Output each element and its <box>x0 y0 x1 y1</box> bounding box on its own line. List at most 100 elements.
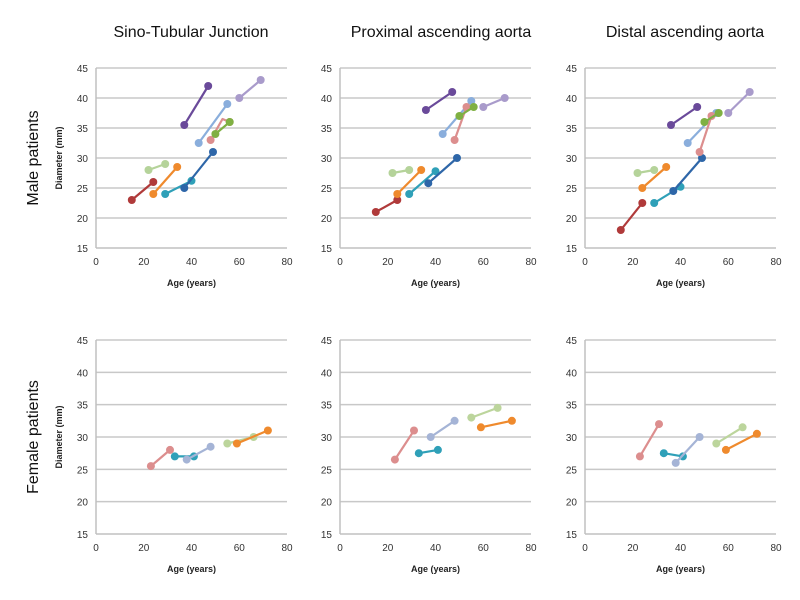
series-M8 <box>695 112 716 156</box>
data-point <box>695 148 704 156</box>
data-point <box>211 130 220 138</box>
x-axis-label: Age (years) <box>167 278 216 288</box>
data-point <box>507 416 516 425</box>
y-tick-label: 25 <box>77 465 89 476</box>
data-point <box>635 452 644 461</box>
y-tick-label: 40 <box>321 368 333 379</box>
series-M10 <box>724 88 754 117</box>
data-point <box>194 139 203 147</box>
data-point <box>405 190 414 198</box>
y-tick-label: 35 <box>77 124 89 135</box>
data-point <box>662 163 671 171</box>
series-line <box>186 445 212 461</box>
series-M9 <box>211 118 234 138</box>
series-F1 <box>635 420 663 461</box>
data-point <box>149 190 158 198</box>
data-point <box>721 445 730 454</box>
y-tick-label: 40 <box>77 94 89 105</box>
y-tick-label: 15 <box>77 530 89 541</box>
series-M9 <box>455 103 478 120</box>
x-tick-label: 40 <box>675 257 687 268</box>
x-tick-label: 0 <box>582 257 588 268</box>
x-tick-label: 80 <box>770 257 782 268</box>
x-tick-label: 60 <box>723 543 735 554</box>
x-tick-label: 20 <box>627 543 639 554</box>
data-point <box>438 130 447 138</box>
series-line <box>236 429 269 445</box>
x-tick-label: 40 <box>675 543 687 554</box>
data-point <box>467 97 476 105</box>
data-point <box>414 449 423 458</box>
y-tick-label: 40 <box>77 368 89 379</box>
data-point <box>700 118 709 126</box>
data-point <box>683 139 692 147</box>
x-axis-label: Age (years) <box>656 278 705 288</box>
data-point <box>431 167 440 176</box>
series-M2 <box>144 160 170 174</box>
data-point <box>223 439 232 448</box>
series-F3 <box>182 442 215 464</box>
series-F4 <box>467 403 502 422</box>
data-point <box>667 121 675 129</box>
y-tick-label: 25 <box>77 184 89 195</box>
series-line <box>672 157 703 192</box>
data-point <box>393 196 402 204</box>
y-tick-label: 15 <box>566 530 578 541</box>
y-tick-label: 45 <box>321 64 333 75</box>
series-line <box>674 436 701 464</box>
x-axis-label: Age (years) <box>411 278 460 288</box>
data-point <box>206 136 215 144</box>
y-axis-label: Diameter (mm) <box>54 126 64 189</box>
panel-male-1: 15 20 25 30 35 40 45 0 20 40 60 80 Age (years) Diamet… <box>54 64 293 288</box>
data-point <box>650 199 659 207</box>
y-tick-label: 30 <box>77 433 89 444</box>
x-tick-label: 60 <box>478 543 490 554</box>
data-point <box>223 100 232 108</box>
series-line <box>638 423 660 457</box>
x-tick-label: 20 <box>138 543 150 554</box>
data-point <box>421 106 430 114</box>
series-M3 <box>638 163 671 192</box>
data-point <box>390 455 399 464</box>
data-point <box>146 462 155 471</box>
y-tick-label: 20 <box>566 498 578 509</box>
data-point <box>161 160 170 168</box>
x-tick-label: 0 <box>93 257 99 268</box>
y-tick-label: 30 <box>566 433 578 444</box>
y-tick-label: 30 <box>321 433 333 444</box>
series-line <box>480 419 513 429</box>
data-point <box>650 166 659 174</box>
y-tick-label: 45 <box>566 64 578 75</box>
series-line <box>641 166 667 189</box>
data-point <box>467 413 476 422</box>
x-axis-label: Age (years) <box>167 564 216 574</box>
data-point <box>256 76 265 84</box>
data-point <box>182 455 191 464</box>
data-point <box>209 148 217 156</box>
y-tick-label: 15 <box>566 244 578 255</box>
series-F5 <box>721 429 761 454</box>
x-tick-label: 60 <box>234 257 246 268</box>
series-M2 <box>388 166 414 177</box>
series-M3 <box>393 166 426 198</box>
series-line <box>150 449 171 467</box>
series-line <box>396 169 422 195</box>
x-tick-label: 20 <box>627 257 639 268</box>
data-point <box>127 196 136 204</box>
x-tick-label: 80 <box>525 257 537 268</box>
series-line <box>430 419 456 438</box>
y-tick-label: 45 <box>77 336 89 347</box>
series-line <box>715 426 744 445</box>
x-tick-label: 60 <box>478 257 490 268</box>
data-point <box>745 88 754 96</box>
data-point <box>479 103 488 111</box>
x-tick-label: 40 <box>186 257 198 268</box>
y-tick-label: 35 <box>566 401 578 412</box>
series-F5 <box>476 416 516 432</box>
panel-title-proximal: Proximal ascending aorta <box>351 24 532 41</box>
series-M2 <box>633 166 659 177</box>
y-tick-label: 45 <box>321 336 333 347</box>
x-tick-label: 80 <box>281 543 293 554</box>
series-M5 <box>424 154 461 188</box>
